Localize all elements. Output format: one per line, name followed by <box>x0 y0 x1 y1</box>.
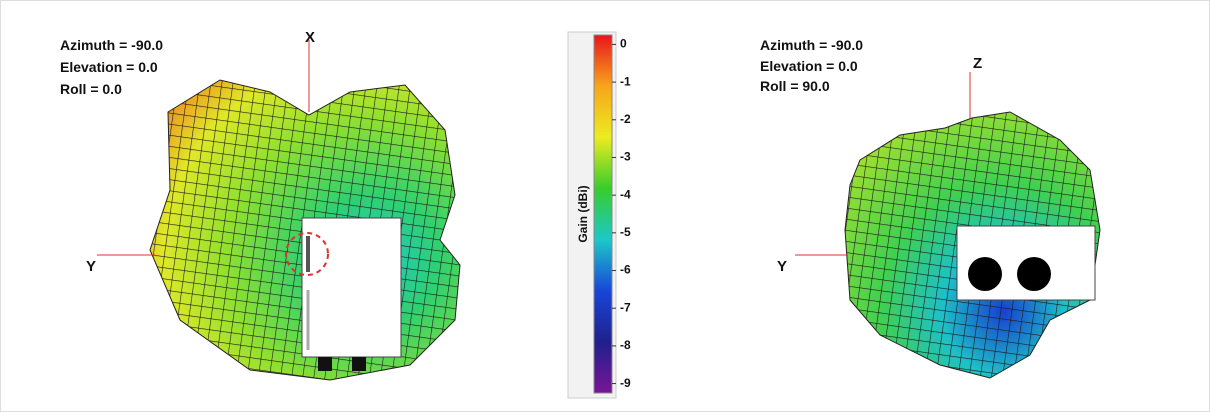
orientation: Elevation = 0.0 <box>60 59 158 75</box>
axis-label: Z <box>973 55 982 72</box>
colorbar-tick-label: 0 <box>620 37 627 51</box>
device-foot <box>352 357 366 371</box>
colorbar-tick-label: -2 <box>620 112 631 126</box>
device-port <box>306 236 310 272</box>
colorbar-tick-label: -5 <box>620 225 631 239</box>
colorbar-tick-label: -6 <box>620 263 631 277</box>
colorbar-tick-label: -4 <box>620 187 631 201</box>
page: X Y Azimuth = -90.0 Elevation = 0.0 Roll… <box>0 0 1210 412</box>
device-foot <box>318 357 332 371</box>
colorbar-tick-label: -3 <box>620 150 631 164</box>
colorbar-tick-label: -9 <box>620 376 631 390</box>
orientation: Elevation = 0.0 <box>760 58 858 74</box>
colorbar-tick-label: -1 <box>620 74 631 88</box>
device <box>302 218 401 357</box>
colorbar-gradient <box>594 35 612 393</box>
orientation: Azimuth = -90.0 <box>60 37 163 53</box>
orientation: Roll = 0.0 <box>60 81 122 97</box>
device-port <box>1017 257 1051 291</box>
axis-label: X <box>305 29 315 46</box>
orientation: Roll = 90.0 <box>760 78 830 94</box>
colorbar-tick-label: -8 <box>620 338 631 352</box>
axis-label: Y <box>777 258 787 275</box>
colorbar-tick-label: -7 <box>620 300 631 314</box>
colorbar-label: Gain (dBi) <box>576 185 590 242</box>
orientation: Azimuth = -90.0 <box>760 37 863 53</box>
axis-label: Y <box>86 258 96 275</box>
device-port <box>968 257 1002 291</box>
